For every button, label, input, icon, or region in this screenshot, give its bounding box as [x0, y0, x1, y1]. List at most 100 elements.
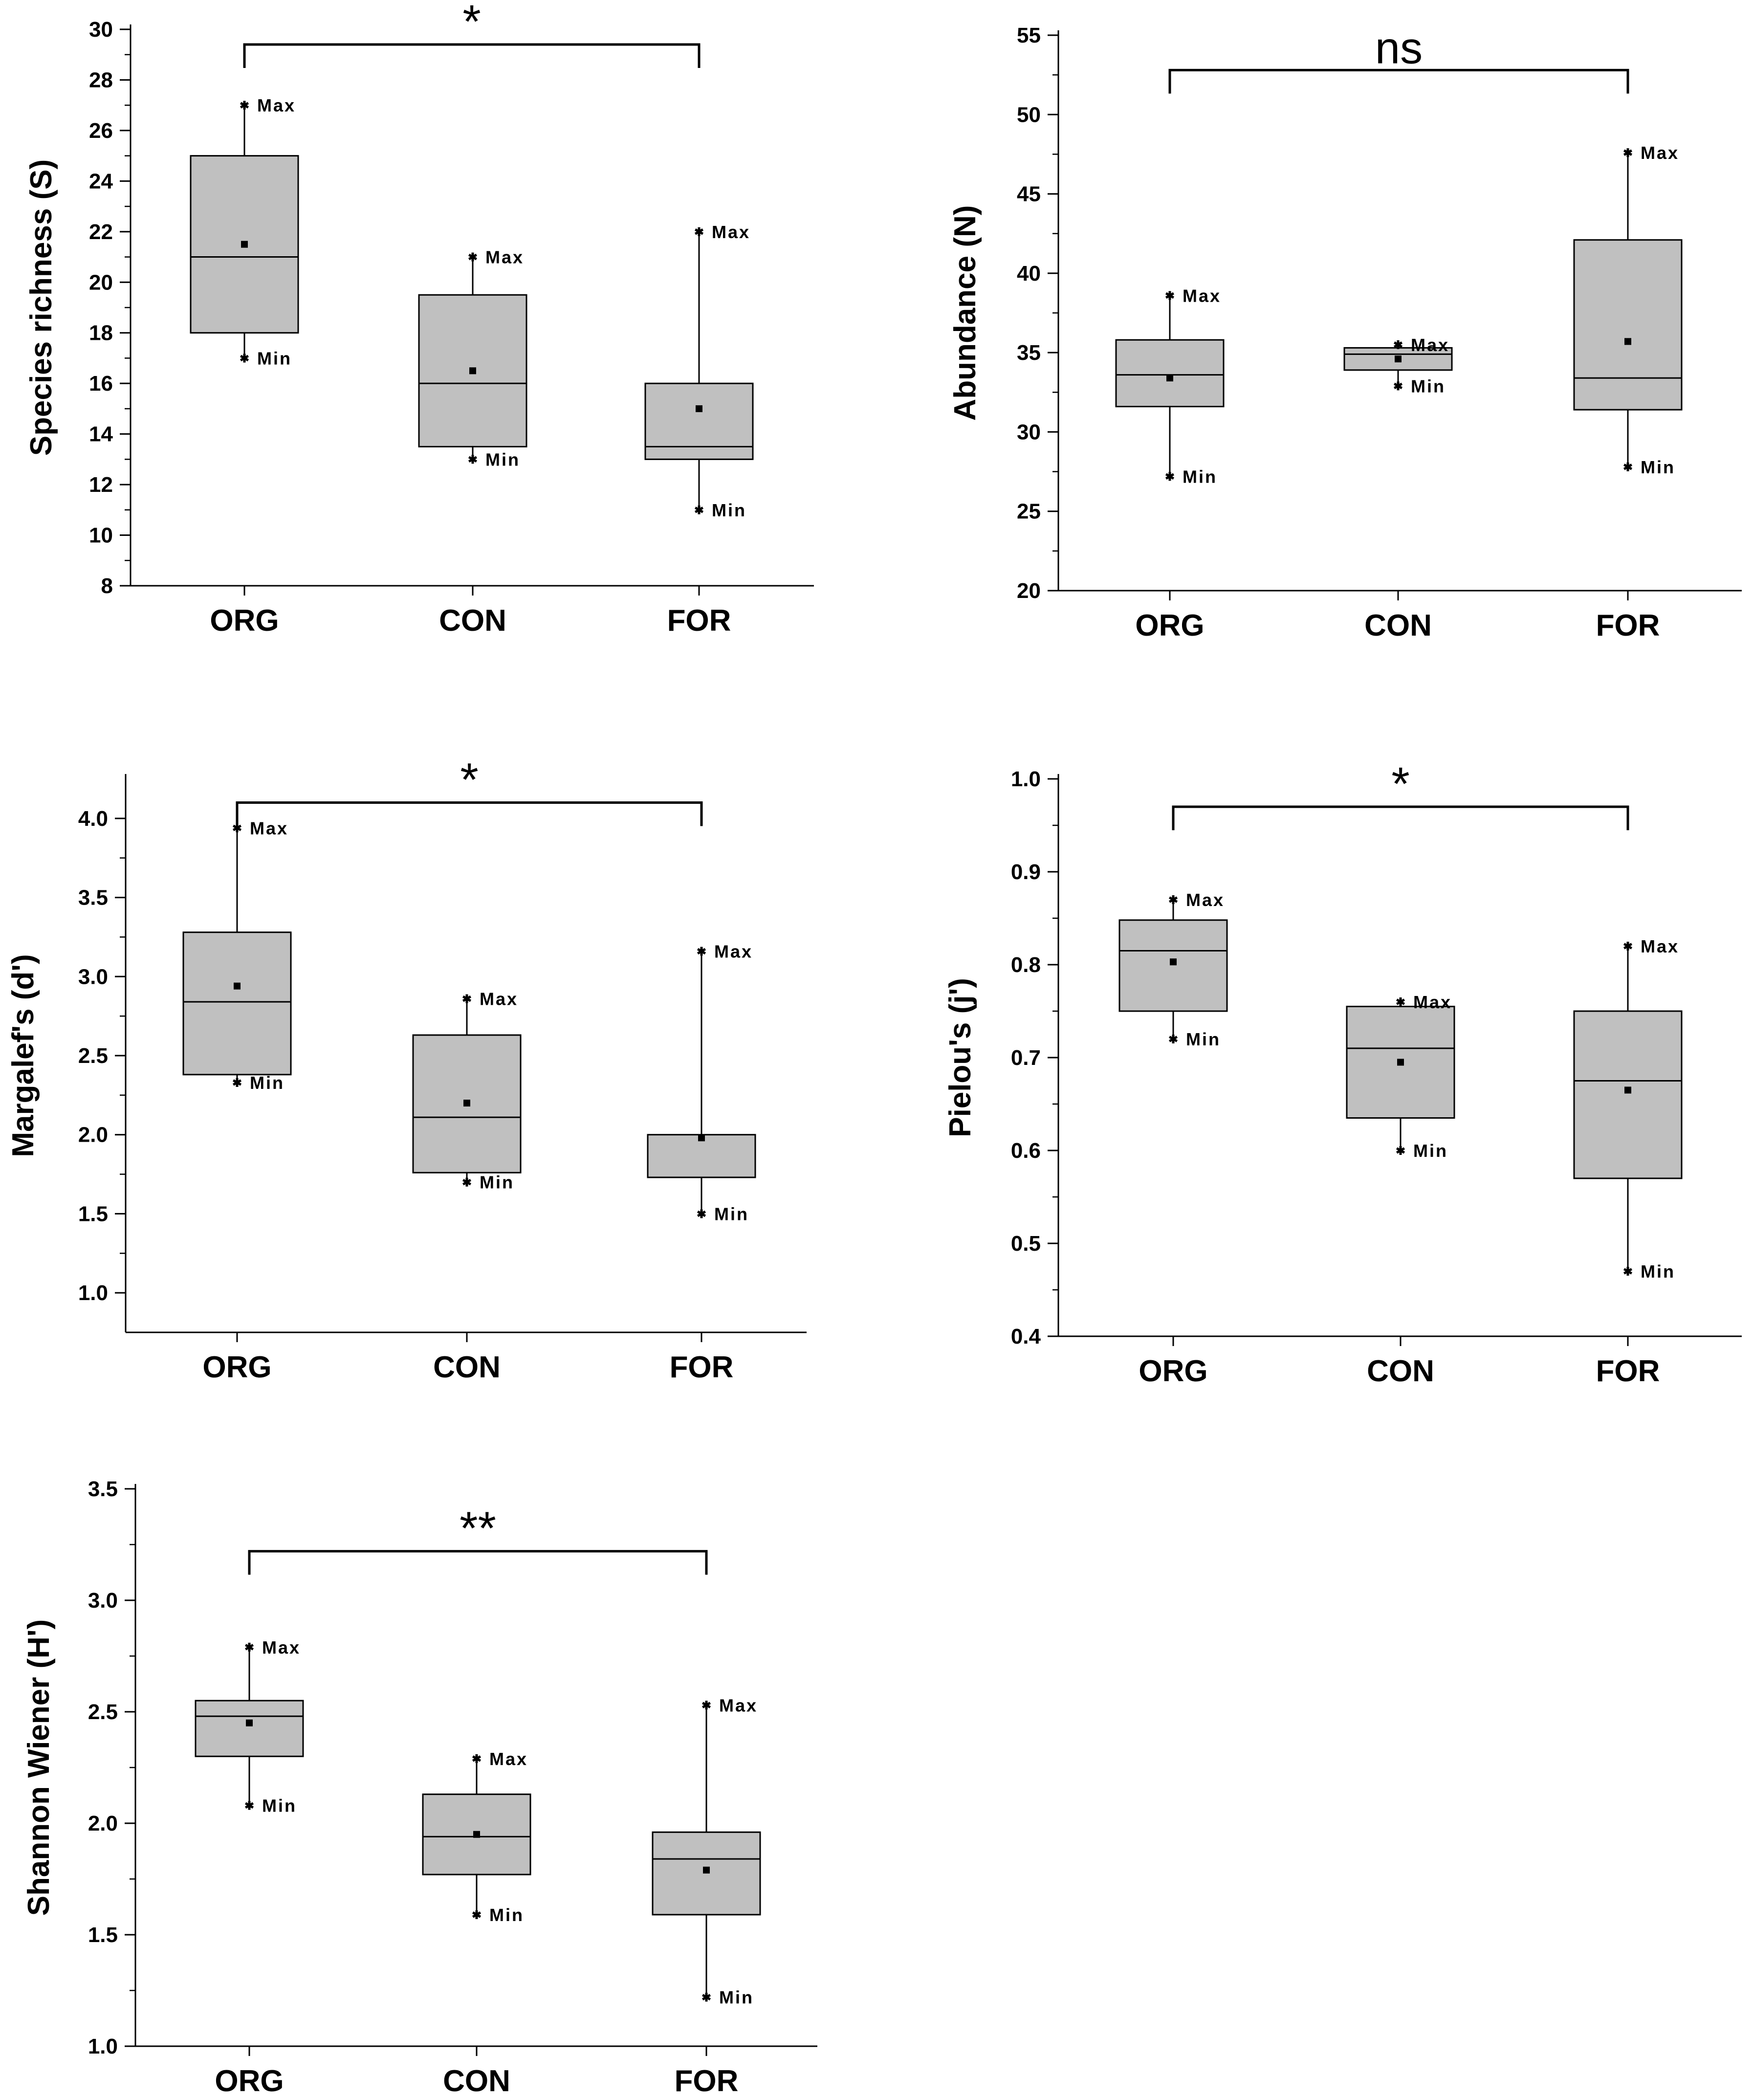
- min-label: Min: [1413, 1141, 1448, 1161]
- x-tick-label: ORG: [1139, 1354, 1207, 1388]
- y-tick-label: 16: [89, 372, 113, 396]
- x-tick-label: ORG: [1135, 609, 1204, 642]
- mean-marker: [241, 241, 248, 248]
- x-tick-label: CON: [1367, 1354, 1434, 1388]
- y-tick-label: 55: [1017, 23, 1041, 47]
- max-marker: [462, 994, 472, 1003]
- box-for: Max Min: [1573, 936, 1683, 1282]
- box-iqr: [412, 1034, 522, 1173]
- y-tick-label: 24: [89, 169, 113, 193]
- box-con: Max Min: [418, 247, 527, 469]
- significance-bracket: [236, 801, 703, 826]
- x-tick-label: FOR: [670, 1350, 734, 1384]
- significance-label: *: [1391, 758, 1409, 810]
- mean-marker: [469, 367, 476, 375]
- min-marker: [1165, 472, 1175, 481]
- min-marker: [701, 1992, 711, 2002]
- y-tick-label: 8: [101, 574, 113, 598]
- min-label: Min: [1641, 457, 1675, 477]
- box-org: Max Min: [190, 95, 299, 368]
- box-org: Max Min: [195, 1637, 304, 1816]
- x-tick-label: FOR: [675, 2064, 739, 2098]
- min-marker: [1623, 462, 1633, 471]
- min-label: Min: [480, 1172, 514, 1193]
- y-axis-title: Margalef's (d'): [6, 954, 40, 1157]
- y-tick-label: 30: [1017, 420, 1041, 444]
- x-tick-label: ORG: [215, 2064, 284, 2098]
- y-tick-label: 20: [89, 270, 113, 294]
- min-marker: [462, 1177, 472, 1187]
- y-axis-title: Species richness (S): [24, 159, 58, 456]
- y-tick-label: 22: [89, 220, 113, 244]
- min-label: Min: [1183, 466, 1217, 486]
- min-label: Min: [485, 449, 520, 469]
- box-org: Max Min: [1118, 890, 1228, 1049]
- chart-panel-5: 1.0 1.5 2.0 2.5 3.0 3.5 ORG CON FOR Shannon Wiene…: [22, 1477, 817, 2098]
- box-for: Max Min: [1573, 143, 1683, 477]
- max-marker: [697, 947, 706, 956]
- x-tick-label: CON: [433, 1350, 501, 1384]
- min-label: Min: [1641, 1261, 1675, 1282]
- min-label: Min: [250, 1073, 285, 1093]
- y-tick-label: 0.7: [1011, 1046, 1041, 1070]
- box-for: Max Min: [647, 942, 756, 1224]
- box-iqr: [1573, 239, 1683, 411]
- mean-marker: [463, 1100, 470, 1107]
- max-marker: [1165, 291, 1175, 300]
- box-org: Max Min: [182, 818, 292, 1093]
- significance-label: *: [460, 754, 478, 806]
- y-tick-label: 26: [89, 119, 113, 143]
- y-tick-label: 0.5: [1011, 1232, 1041, 1256]
- y-tick-label: 28: [89, 68, 113, 92]
- mean-marker: [1395, 355, 1402, 363]
- significance-bracket: [1168, 68, 1629, 94]
- y-tick-label: 1.0: [1011, 767, 1041, 791]
- max-label: Max: [1183, 286, 1221, 306]
- box-iqr: [182, 931, 292, 1076]
- box-iqr: [1115, 339, 1225, 407]
- box-for: Max Min: [644, 222, 754, 520]
- max-marker: [1623, 148, 1633, 157]
- min-marker: [1396, 1146, 1405, 1155]
- y-tick-label: 0.8: [1011, 953, 1041, 977]
- min-marker: [1168, 1035, 1178, 1043]
- box-for: Max Min: [652, 1695, 761, 2008]
- y-tick-label: 50: [1017, 103, 1041, 127]
- max-label: Max: [719, 1695, 758, 1715]
- y-tick-label: 1.0: [88, 2034, 118, 2058]
- max-label: Max: [485, 247, 524, 267]
- box-con: Max Min: [412, 989, 522, 1193]
- max-label: Max: [262, 1637, 301, 1658]
- x-tick-label: CON: [1364, 609, 1432, 642]
- max-marker: [701, 1701, 711, 1710]
- y-tick-label: 45: [1017, 182, 1041, 206]
- min-label: Min: [1186, 1029, 1221, 1049]
- box-iqr: [1573, 1010, 1683, 1179]
- box-con: Max Min: [1343, 335, 1453, 396]
- y-tick-label: 3.5: [88, 1477, 118, 1501]
- significance-bracket: [248, 1550, 708, 1575]
- max-marker: [1623, 942, 1633, 951]
- y-tick-label: 2.5: [88, 1700, 118, 1724]
- max-marker: [244, 1642, 254, 1652]
- min-label: Min: [714, 1204, 749, 1224]
- y-axis-title: Pielou's (j'): [943, 978, 977, 1137]
- y-tick-label: 2.0: [88, 1812, 118, 1835]
- y-tick-label: 1.5: [78, 1202, 108, 1226]
- y-tick-label: 25: [1017, 500, 1041, 524]
- min-marker: [694, 505, 704, 514]
- max-marker: [694, 227, 704, 236]
- significance-label: *: [462, 0, 481, 48]
- max-marker: [472, 1754, 482, 1763]
- max-label: Max: [250, 818, 288, 838]
- y-tick-label: 0.6: [1011, 1139, 1041, 1163]
- min-label: Min: [489, 1905, 524, 1925]
- max-label: Max: [489, 1749, 528, 1769]
- x-tick-label: FOR: [1596, 1354, 1660, 1388]
- x-tick-label: ORG: [210, 604, 279, 638]
- y-tick-label: 30: [89, 18, 113, 42]
- y-tick-label: 3.0: [88, 1589, 118, 1613]
- max-marker: [240, 101, 249, 110]
- chart-panel-1: 8 10 12 14 16 18 20 22 24 26 28 30 ORG CON FOR Species …: [24, 0, 814, 638]
- y-axis-title: Shannon Wiener (H'): [22, 1619, 56, 1916]
